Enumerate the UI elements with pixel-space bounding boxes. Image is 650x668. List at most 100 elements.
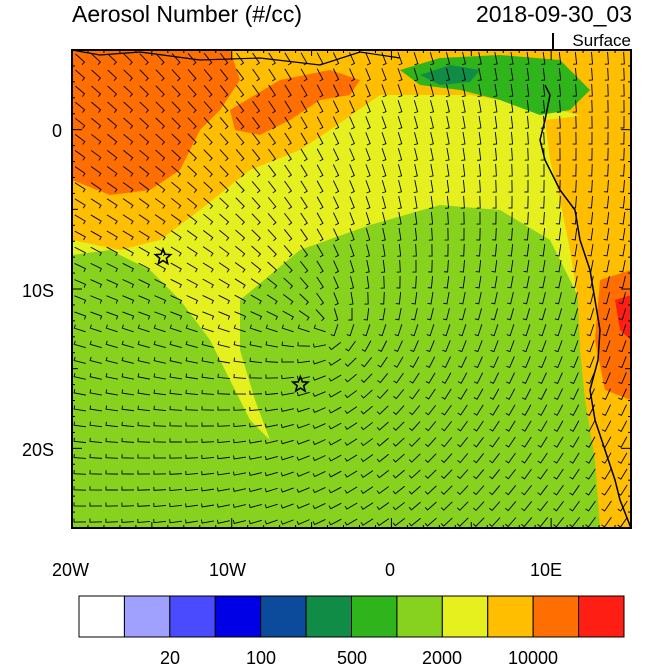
wind-barb [268,52,276,66]
x-tick-20w: 20W [52,560,90,580]
colorbar-swatch [305,595,353,638]
wind-barb [264,471,278,477]
wind-barb [408,501,421,511]
wind-barb [620,131,625,145]
wind-barb [283,277,294,290]
wind-barb [201,389,215,395]
wind-barb [328,454,342,462]
wind-barb [155,133,166,146]
wind-barb [380,275,385,289]
wind-barb [300,228,309,242]
wind-barb [509,99,514,113]
wind-barb [569,388,579,401]
wind-barb [521,388,532,400]
wind-barb [492,163,497,177]
wind-barb [316,84,324,98]
wind-barb [201,503,214,508]
wind-barb [74,295,87,304]
wind-barb [267,229,277,242]
wind-barb [457,372,468,384]
wind-barb [170,197,182,209]
wind-barb [217,471,230,476]
wind-barb [476,227,481,241]
wind-barb [445,132,450,146]
wind-barb [472,501,485,512]
wind-barb [537,517,549,528]
wind-barb [249,406,263,412]
wind-barb [203,165,213,178]
wind-barb [234,294,246,305]
wind-barb [186,295,199,304]
wind-barb [233,422,247,428]
colorbar-swatch [441,595,489,638]
wind-barb [250,311,263,320]
wind-barb [441,356,451,369]
wind-barb [264,519,278,525]
x-tick-0: 0 [385,560,396,580]
wind-barb [218,294,230,305]
wind-barb [506,308,515,321]
wind-barb [328,502,342,510]
wind-barb [170,214,182,225]
wind-barb [427,275,434,289]
wind-barb [395,291,402,305]
wind-barb [424,469,437,479]
wind-barb [105,373,118,380]
wind-barb [381,116,387,130]
wind-barb [392,501,406,511]
wind-barb [521,517,533,528]
wind-barb [219,229,230,241]
wind-barb [139,165,150,177]
wind-barb [74,230,86,241]
wind-barb [153,502,167,508]
wind-barb [282,294,294,305]
wind-barb [586,292,594,305]
wind-barb [381,100,387,114]
wind-barb [106,198,118,209]
wind-barb [493,100,498,113]
wind-barb [569,500,580,512]
wind-barb [521,468,532,480]
wind-barb [202,311,215,320]
wind-barb [284,68,292,82]
wind-barb [360,405,373,415]
wind-barb [251,165,261,178]
wind-barb [123,149,134,161]
wind-barb [312,471,326,478]
wind-barb [601,452,612,464]
wind-barb [74,263,87,273]
wind-barb [441,453,453,464]
wind-barb [588,131,593,145]
wind-barb [89,486,103,491]
wind-barb [185,357,198,364]
wind-barb [73,373,86,380]
wind-barb [155,85,165,98]
wind-barb [522,356,531,369]
wind-barb [509,83,514,97]
wind-barb [410,340,419,353]
wind-barb [201,340,214,348]
wind-barb [618,292,626,305]
wind-barb [282,310,294,321]
wind-barb [460,243,465,257]
wind-barb [123,69,133,82]
wind-barb [344,486,358,494]
wind-barb [349,228,355,242]
wind-barb [555,260,562,273]
wind-barb [477,52,482,66]
wind-barb [333,292,339,306]
wind-barb [268,116,277,130]
wind-barb [394,340,403,353]
wind-barb [217,455,231,460]
wind-barb [219,181,229,194]
wind-barb [155,165,166,177]
wind-barb [105,502,119,507]
wind-barb [538,292,546,305]
field-blob-darkorange-west [72,50,240,195]
wind-barb [524,211,529,225]
wind-barb [475,259,482,273]
wind-barb [440,517,453,527]
wind-barb [362,324,371,337]
wind-barb [505,404,516,416]
wind-barb [505,388,516,400]
